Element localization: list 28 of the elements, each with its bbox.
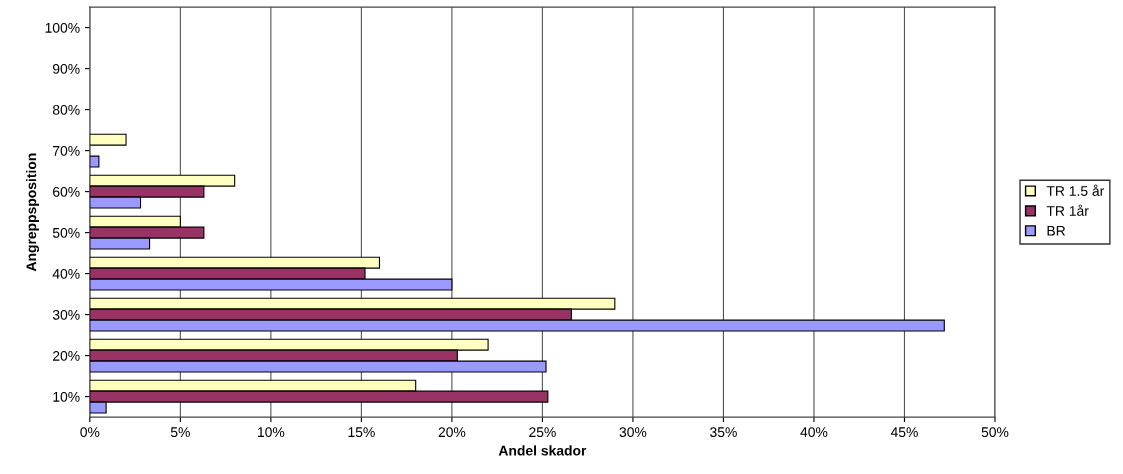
y-tick-label: 10% bbox=[53, 391, 80, 402]
x-tick-label: 10% bbox=[258, 427, 285, 438]
x-tick-label: 45% bbox=[890, 427, 918, 438]
y-tick-label: 20% bbox=[53, 350, 80, 361]
legend-label: BR bbox=[1047, 226, 1066, 236]
x-axis-title: Andel skador bbox=[498, 445, 587, 456]
x-tick-label: 5% bbox=[170, 427, 190, 438]
y-tick-label: 100% bbox=[45, 22, 80, 33]
bar bbox=[89, 133, 127, 146]
x-tick-label: 25% bbox=[529, 427, 556, 438]
x-tick-label: 0% bbox=[80, 427, 100, 438]
x-tick-label: 35% bbox=[710, 427, 737, 438]
y-axis-title: Angreppsposition bbox=[26, 153, 40, 272]
bar bbox=[89, 155, 100, 168]
x-tick-label: 15% bbox=[348, 427, 375, 438]
x-tick-label: 30% bbox=[619, 427, 647, 438]
y-tick-label: 90% bbox=[52, 63, 80, 74]
x-tick-label: 20% bbox=[438, 427, 466, 438]
x-tick-label: 40% bbox=[800, 427, 828, 438]
y-tick-label: 80% bbox=[52, 104, 80, 115]
y-tick-label: 60% bbox=[53, 186, 80, 197]
y-tick-label: 70% bbox=[53, 145, 80, 156]
legend-label: TR 1.5 år bbox=[1046, 184, 1105, 196]
y-tick-label: 30% bbox=[52, 309, 80, 320]
legend-label: TR 1år bbox=[1046, 204, 1089, 216]
x-tick-label: 50% bbox=[981, 427, 1009, 438]
y-tick-label: 40% bbox=[52, 268, 80, 279]
y-tick-label: 50% bbox=[52, 227, 80, 238]
